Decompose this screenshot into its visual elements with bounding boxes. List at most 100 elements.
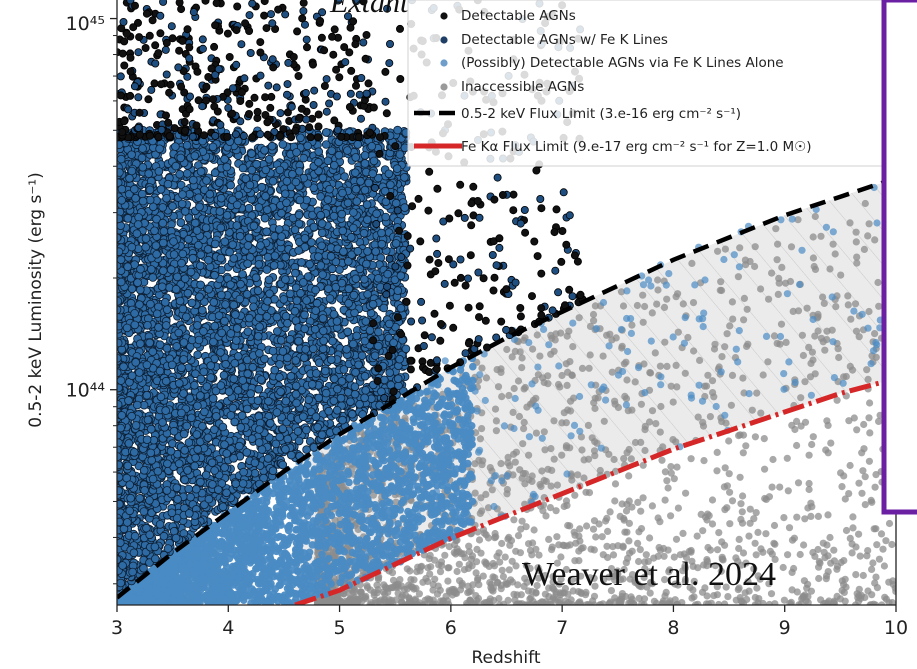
inaccessible-agn-point	[505, 566, 513, 574]
fe-k-only-agn-point	[256, 537, 265, 546]
inaccessible-agn-point	[726, 488, 734, 496]
inaccessible-agn-point	[609, 551, 618, 559]
fe-k-only-agn-point	[357, 549, 366, 558]
fe-k-only-agn-point	[372, 483, 381, 491]
inaccessible-agn-point	[660, 552, 668, 560]
inaccessible-agn-point	[631, 438, 640, 447]
inaccessible-agn-point	[535, 599, 543, 605]
inaccessible-agn-point	[630, 599, 638, 605]
inaccessible-agn-point	[853, 426, 861, 434]
inaccessible-agn-point	[882, 537, 890, 545]
inaccessible-agn-point	[708, 496, 717, 504]
inaccessible-agn-point	[475, 376, 483, 385]
inaccessible-agn-point	[426, 551, 434, 560]
fe-k-only-agn-point	[468, 497, 477, 506]
fe-k-only-agn-point	[433, 517, 442, 526]
fe-k-only-agn-point	[442, 401, 451, 410]
inaccessible-agn-point	[892, 587, 896, 595]
inaccessible-agn-point	[524, 587, 533, 595]
inaccessible-agn-point	[794, 216, 802, 224]
inaccessible-agn-point	[472, 569, 480, 577]
fe-k-only-agn-point	[345, 558, 354, 566]
inaccessible-agn-point	[591, 404, 599, 413]
inaccessible-agn-point	[384, 601, 392, 605]
inaccessible-agn-point	[492, 417, 500, 425]
fe-k-only-agn-point	[381, 492, 389, 500]
inaccessible-agn-point	[738, 508, 746, 516]
fe-k-only-agn-point	[225, 536, 234, 545]
inaccessible-agn-point	[444, 577, 452, 585]
inaccessible-agn-point	[739, 549, 748, 557]
fe-k-only-agn-point	[188, 592, 197, 600]
fe-k-only-agn-point	[164, 568, 172, 577]
inaccessible-agn-point	[833, 592, 841, 601]
inaccessible-agn-point	[637, 438, 645, 446]
inaccessible-agn-point	[509, 471, 517, 479]
inaccessible-agn-point	[746, 505, 754, 513]
inaccessible-agn-point	[885, 519, 894, 528]
fe-k-only-agn-point	[329, 535, 337, 543]
inaccessible-agn-point	[871, 236, 879, 244]
fe-k-only-agn-point	[357, 484, 365, 492]
inaccessible-agn-point	[765, 600, 773, 605]
inaccessible-agn-point	[589, 310, 598, 319]
inaccessible-agn-point	[328, 601, 336, 605]
inaccessible-agn-point	[600, 417, 608, 425]
inaccessible-agn-point	[739, 449, 747, 457]
inaccessible-agn-point	[580, 474, 588, 482]
fe-k-only-agn-point	[256, 590, 265, 598]
inaccessible-agn-point	[759, 548, 767, 556]
inaccessible-agn-point	[353, 600, 361, 605]
fe-k-only-agn-point	[150, 565, 158, 574]
inaccessible-agn-point	[845, 490, 853, 498]
inaccessible-agn-point	[660, 303, 669, 311]
fe-k-only-agn-point	[360, 458, 369, 466]
inaccessible-agn-point	[605, 450, 613, 458]
fe-k-only-agn-point	[403, 520, 411, 529]
inaccessible-agn-point	[871, 483, 879, 491]
inaccessible-agn-point	[805, 485, 813, 494]
inaccessible-agn-point	[863, 552, 871, 560]
fe-k-only-agn-point	[215, 559, 223, 568]
inaccessible-agn-point	[521, 334, 529, 342]
fe-k-only-agn-point	[206, 570, 215, 578]
inaccessible-agn-point	[810, 262, 818, 271]
inaccessible-agn-point	[351, 588, 359, 596]
inaccessible-agn-point	[751, 593, 759, 602]
inaccessible-agn-point	[726, 520, 734, 528]
inaccessible-agn-point	[771, 540, 779, 548]
inaccessible-agn-point	[871, 330, 879, 338]
inaccessible-agn-point	[744, 578, 752, 586]
inaccessible-agn-point	[844, 292, 852, 300]
fe-k-only-agn-point	[409, 455, 417, 464]
inaccessible-agn-point	[565, 327, 573, 335]
inaccessible-agn-point	[703, 516, 711, 524]
inaccessible-agn-point	[875, 555, 884, 563]
fe-k-only-agn-point	[383, 439, 392, 447]
inaccessible-agn-point	[496, 558, 504, 566]
inaccessible-agn-point	[548, 466, 556, 474]
inaccessible-agn-point	[488, 486, 496, 494]
inaccessible-agn-point	[771, 555, 779, 564]
inaccessible-agn-point	[663, 477, 671, 485]
fe-k-only-agn-point	[466, 470, 475, 479]
inaccessible-agn-point	[809, 433, 817, 441]
fe-k-only-agn-point	[360, 451, 369, 460]
inaccessible-agn-point	[486, 464, 494, 472]
inaccessible-agn-point	[645, 418, 654, 426]
inaccessible-agn-point	[662, 588, 670, 597]
inaccessible-agn-point	[704, 510, 712, 518]
fe-k-only-agn-point	[272, 485, 280, 493]
fe-k-only-agn-point	[378, 431, 387, 439]
fe-k-only-agn-point	[355, 467, 364, 476]
fe-k-only-agn-point	[464, 450, 473, 459]
inaccessible-agn-point	[523, 578, 531, 586]
fe-k-only-agn-point	[454, 397, 463, 405]
fe-k-only-agn-point	[306, 492, 314, 501]
inaccessible-agn-point	[753, 584, 761, 592]
inaccessible-agn-point	[489, 559, 497, 568]
inaccessible-agn-point	[562, 565, 571, 574]
inaccessible-agn-point	[727, 401, 736, 409]
inaccessible-agn-point	[640, 573, 648, 582]
